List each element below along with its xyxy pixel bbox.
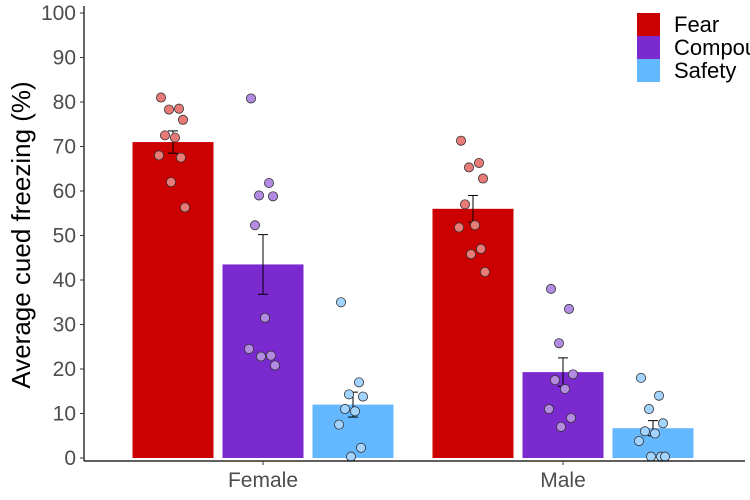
- point-safety-male: [636, 372, 647, 383]
- point-safety-female: [349, 406, 360, 417]
- point-fear-male: [473, 157, 484, 168]
- point-compound-female: [269, 360, 280, 371]
- point-fear-female: [165, 177, 176, 188]
- bar-compound-female: [222, 264, 304, 458]
- error-bar-compound-female: [258, 234, 268, 295]
- point-compound-male: [568, 369, 579, 380]
- y-tick-label: 0: [64, 447, 76, 470]
- point-compound-female: [263, 177, 274, 188]
- y-ticks: 0 10 20 30 40 50 60 70 80 90 100: [41, 2, 84, 470]
- y-tick-label: 60: [53, 180, 76, 203]
- point-fear-male: [475, 243, 486, 254]
- point-compound-male: [550, 375, 561, 386]
- point-compound-male: [544, 404, 555, 415]
- y-tick-label: 20: [53, 358, 76, 381]
- point-safety-male: [644, 404, 655, 415]
- point-compound-male: [560, 384, 571, 395]
- point-compound-female: [255, 351, 266, 362]
- point-fear-female: [163, 104, 174, 115]
- point-safety-male: [634, 436, 645, 447]
- y-tick-label: 30: [53, 314, 76, 337]
- point-safety-male: [660, 451, 671, 462]
- point-fear-female: [155, 92, 166, 103]
- point-compound-female: [249, 220, 260, 231]
- point-safety-female: [355, 442, 366, 453]
- point-compound-female: [259, 312, 270, 323]
- points-layer: [153, 92, 671, 462]
- point-safety-female: [353, 377, 364, 388]
- point-compound-female: [245, 93, 256, 104]
- point-fear-female: [153, 150, 164, 161]
- y-tick-label: 70: [53, 136, 76, 159]
- bar-fear-female: [132, 142, 214, 459]
- axes: [83, 6, 745, 462]
- point-fear-male: [463, 162, 474, 173]
- point-safety-female: [343, 389, 354, 400]
- point-compound-female: [243, 343, 254, 354]
- y-tick-label: 90: [53, 47, 76, 70]
- point-fear-female: [177, 114, 188, 125]
- point-safety-female: [357, 391, 368, 402]
- y-axis-title: Average cued freezing (%): [6, 81, 36, 388]
- point-compound-male: [564, 303, 575, 314]
- point-compound-male: [554, 338, 565, 349]
- point-safety-male: [654, 390, 665, 401]
- point-fear-male: [453, 222, 464, 233]
- point-safety-female: [333, 419, 344, 430]
- point-fear-female: [175, 152, 186, 163]
- legend-label-fear: Fear: [674, 12, 719, 37]
- point-safety-male: [650, 428, 661, 439]
- legend-swatch-compound: [637, 36, 660, 59]
- point-fear-male: [455, 135, 466, 146]
- point-compound-female: [253, 190, 264, 201]
- point-safety-female: [345, 451, 356, 462]
- legend-label-safety: Safety: [674, 58, 736, 83]
- legend-label-compound: Compound: [674, 35, 750, 60]
- point-fear-female: [169, 132, 180, 143]
- legend-swatch-safety: [637, 59, 660, 82]
- legend-swatch-fear: [637, 13, 660, 36]
- bar-fear-male: [432, 208, 514, 458]
- point-compound-female: [267, 191, 278, 202]
- point-fear-male: [469, 220, 480, 231]
- x-tick-label: Male: [540, 469, 586, 492]
- point-compound-female: [265, 350, 276, 361]
- x-ticks: Female Male: [228, 461, 586, 492]
- y-tick-label: 100: [41, 2, 76, 25]
- y-tick-label: 40: [53, 269, 76, 292]
- y-tick-label: 10: [53, 403, 76, 426]
- x-tick-label: Female: [228, 469, 298, 492]
- y-tick-label: 80: [53, 91, 76, 114]
- point-compound-male: [546, 283, 557, 294]
- y-tick-label: 50: [53, 225, 76, 248]
- point-safety-female: [335, 297, 346, 308]
- point-fear-female: [173, 103, 184, 114]
- point-fear-male: [459, 199, 470, 210]
- point-compound-male: [556, 421, 567, 432]
- point-safety-male: [640, 426, 651, 437]
- point-fear-female: [179, 202, 190, 213]
- point-compound-male: [566, 412, 577, 423]
- point-fear-male: [465, 249, 476, 260]
- point-safety-male: [658, 418, 669, 429]
- bars-layer: [132, 142, 694, 459]
- point-fear-male: [479, 266, 490, 277]
- point-fear-male: [477, 173, 488, 184]
- point-fear-female: [159, 130, 170, 141]
- legend: FearCompoundSafety: [637, 12, 750, 83]
- point-safety-female: [339, 404, 350, 415]
- point-safety-male: [646, 451, 657, 462]
